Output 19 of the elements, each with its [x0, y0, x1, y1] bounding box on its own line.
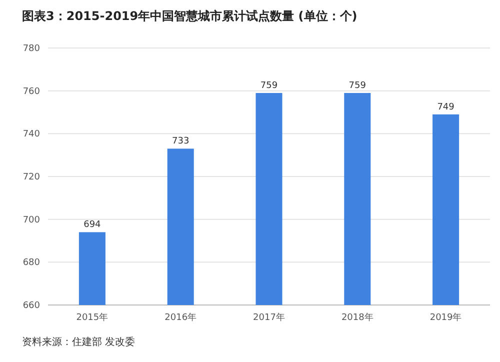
- chart-title: 图表3：2015-2019年中国智慧城市累计试点数量 (单位：个): [22, 9, 358, 23]
- data-label: 759: [348, 80, 366, 91]
- data-label: 759: [260, 80, 278, 91]
- x-tick-label: 2019年: [430, 312, 462, 323]
- y-tick-label: 660: [22, 301, 40, 311]
- data-label: 694: [84, 220, 102, 230]
- text: 资料来源：住建部 发改委: [22, 336, 136, 348]
- y-tick-label: 760: [22, 86, 40, 97]
- x-tick-label: 2015年: [76, 312, 108, 323]
- data-label: 733: [172, 136, 190, 147]
- y-tick-label: 780: [22, 44, 40, 54]
- y-tick-label: 680: [22, 258, 40, 268]
- data-label: 749: [437, 102, 455, 112]
- x-tick-label: 2017年: [253, 312, 285, 323]
- y-tick-label: 720: [22, 172, 40, 182]
- y-tick-label: 740: [22, 130, 40, 140]
- y-tick-label: 700: [22, 215, 40, 226]
- x-tick-label: 2016年: [164, 312, 197, 323]
- x-tick-label: 2018年: [341, 312, 374, 323]
